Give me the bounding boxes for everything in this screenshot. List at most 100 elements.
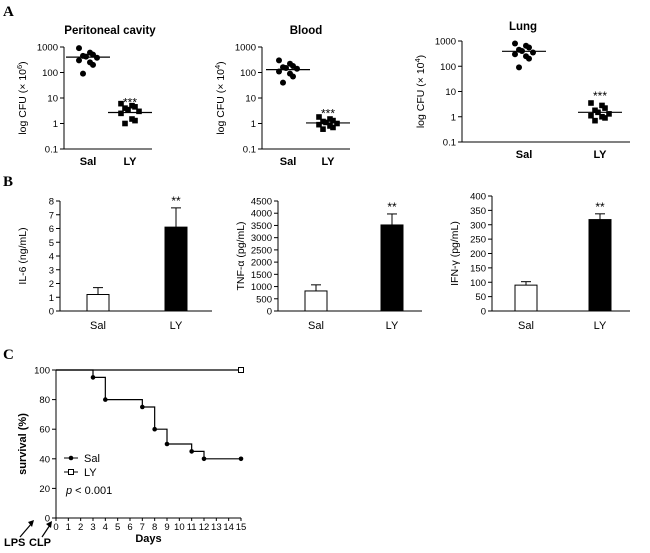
- y-tick-label: 80: [39, 395, 50, 406]
- data-point: [129, 116, 135, 122]
- y-tick-label: 100: [42, 68, 58, 79]
- y-label-text: log CFU (: [415, 83, 427, 128]
- y-tick-label: 100: [240, 68, 256, 79]
- data-point: [512, 51, 518, 58]
- y-tick-label: 20: [39, 484, 50, 495]
- y-label-close: ): [17, 61, 29, 65]
- y-tick-label: 10: [245, 94, 256, 105]
- bar: [514, 284, 538, 312]
- x-tick-label: 15: [236, 522, 247, 533]
- x-tick-label: 3: [90, 522, 95, 533]
- p-value-symbol: p: [65, 485, 72, 497]
- y-tick-label: 0: [45, 514, 50, 525]
- y-tick-label: 3500: [251, 221, 272, 232]
- y-tick-label: 10: [445, 87, 456, 98]
- event-label-clp: CLP: [29, 537, 51, 549]
- data-point: [330, 117, 336, 124]
- data-point: [280, 79, 286, 86]
- data-point: [136, 108, 142, 115]
- y-tick-label: 4500: [251, 197, 272, 208]
- y-tick-label: 1000: [435, 37, 456, 48]
- data-point: [276, 57, 282, 64]
- y-label-exponent: 6: [15, 65, 24, 69]
- x-category-label: Sal: [280, 156, 297, 168]
- data-point: [118, 100, 124, 107]
- x-category-label: Sal: [80, 156, 97, 168]
- data-point: [125, 106, 131, 113]
- data-point: [602, 105, 608, 111]
- data-point: [516, 64, 522, 71]
- data-point: [606, 111, 612, 117]
- data-point-sal: [189, 449, 194, 454]
- data-point: [320, 118, 326, 125]
- x-category-label: LY: [594, 320, 607, 332]
- x-tick-label: 10: [174, 522, 185, 533]
- significance-stars: ***: [123, 95, 137, 109]
- y-tick-label: 3000: [251, 233, 272, 244]
- panel-letter-c: C: [3, 347, 14, 363]
- y-axis-label: survival (%): [17, 413, 29, 475]
- data-point-sal: [238, 456, 244, 462]
- x-category-label: Sal: [308, 320, 324, 332]
- y-tick-label: 1000: [235, 43, 256, 54]
- y-tick-label: 150: [470, 263, 486, 274]
- event-arrow-clp: [41, 524, 51, 538]
- data-point: [80, 70, 86, 77]
- event-arrow-lps: [19, 522, 33, 538]
- x-tick-label: 2: [78, 522, 83, 533]
- data-point: [602, 115, 608, 121]
- data-point: [599, 113, 605, 120]
- event-arrowhead-lps: [28, 520, 34, 527]
- y-axis-label: IL-6 (ng/mL): [17, 227, 29, 284]
- x-category-label: LY: [170, 320, 183, 332]
- y-tick-label: 500: [256, 294, 272, 305]
- data-point-sal: [103, 397, 108, 402]
- y-axis-label: log CFU (× 106): [15, 61, 29, 134]
- y-tick-label: 2500: [251, 245, 272, 256]
- y-tick-label: 10: [47, 94, 58, 105]
- data-point: [330, 124, 336, 131]
- y-tick-label: 0: [49, 307, 54, 318]
- data-point: [316, 114, 322, 120]
- x-tick-label: 5: [115, 522, 120, 533]
- x-tick-label: 13: [211, 522, 222, 533]
- chart-b3: 0 50 100 150 200 250 300 350 400 IFN-γ (pg/mL) Sal…: [449, 192, 630, 332]
- x-tick-label: 6: [127, 522, 132, 533]
- x-tick-label: 8: [152, 522, 157, 533]
- y-label-text: log CFU (: [17, 89, 29, 134]
- y-tick-label: 40: [39, 454, 50, 465]
- x-category-label: LY: [123, 156, 137, 168]
- x-tick-label: 11: [187, 522, 197, 533]
- data-point-sal: [90, 375, 96, 380]
- x-tick-label: 14: [223, 522, 234, 533]
- chart-a3: Lung 0.1 1 10 100 1000 log CFU (× 104) Sal LY ***: [413, 21, 630, 161]
- x-tick-label: 4: [103, 522, 108, 533]
- p-value-text: < 0.001: [72, 485, 112, 497]
- chart-a1: Peritoneal cavity 0.1 1 10 100 1000 log CFU (×…: [15, 25, 156, 168]
- significance-stars: ***: [321, 106, 335, 120]
- data-point: [588, 100, 594, 106]
- legend-marker-ly: [68, 469, 74, 475]
- significance-stars: **: [595, 200, 605, 214]
- y-tick-label: 0: [481, 307, 486, 318]
- data-point: [122, 120, 128, 127]
- y-tick-label: 250: [470, 235, 486, 246]
- data-point-sal: [140, 404, 145, 410]
- chart-b1: 0 1 2 3 4 5 6 7 8 IL-6 (ng/mL) Sal LY **: [17, 194, 212, 332]
- data-point: [599, 102, 605, 109]
- data-point: [118, 110, 124, 117]
- y-tick-label: 100: [34, 366, 50, 377]
- y-label-multiplier: × 10: [17, 69, 29, 90]
- y-tick-label: 5: [49, 238, 54, 249]
- chart-a2: Blood 0.1 1 10 100 1000 log CFU (× 104) Sal LY **…: [213, 25, 350, 168]
- significance-stars: ***: [593, 89, 607, 103]
- bar: [164, 226, 188, 312]
- chart-title: Blood: [290, 25, 323, 37]
- y-tick-label: 2: [49, 279, 54, 290]
- event-arrowhead-clp: [46, 521, 52, 528]
- legend-label-ly: LY: [84, 467, 97, 479]
- y-tick-label: 1000: [37, 43, 58, 54]
